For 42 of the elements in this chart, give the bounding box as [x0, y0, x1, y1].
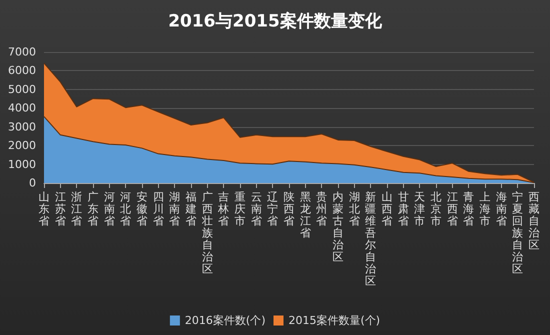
x-tick-label: 贵州省 — [316, 190, 328, 228]
x-tick-label: 辽宁省 — [267, 190, 278, 228]
x-tick-label: 陕西省 — [284, 190, 294, 228]
x-tick-label: 青海省 — [463, 190, 474, 228]
x-tick-label: 黑龙江省 — [300, 190, 311, 240]
x-tick-label: 云南省 — [250, 190, 262, 228]
x-tick-label: 福建省 — [184, 190, 196, 228]
y-tick-label: 6000 — [8, 64, 36, 78]
y-tick-label: 2000 — [8, 139, 36, 152]
chart-title: 2016与2015案件数量变化 — [168, 10, 383, 32]
x-tick-label: 上海市 — [480, 190, 490, 228]
x-tick-label: 湖北省 — [348, 190, 360, 228]
x-tick-label: 天津市 — [414, 190, 426, 228]
x-tick-label: 广东省 — [88, 190, 98, 228]
y-tick-label: 5000 — [8, 82, 36, 96]
x-tick-label: 江西省 — [446, 190, 458, 228]
y-tick-label: 1000 — [8, 158, 36, 171]
x-tick-label: 湖南省 — [169, 190, 180, 228]
x-tick-label: 西藏自治区 — [528, 190, 540, 252]
x-tick-label: 宁夏回族自治区 — [512, 190, 524, 276]
x-tick-label: 河北省 — [120, 190, 132, 228]
x-tick-label: 浙江省 — [71, 190, 82, 228]
x-tick-label: 甘肃省 — [398, 190, 409, 228]
x-tick-label: 山西省 — [382, 190, 392, 228]
x-tick-label: 内蒙古自治区 — [332, 190, 344, 264]
x-tick-label: 新疆维吾尔自治区 — [365, 190, 376, 288]
legend-label: 2015案件数量(个) — [288, 314, 380, 327]
y-tick-label: 0 — [29, 176, 36, 190]
y-tick-label: 3000 — [8, 120, 36, 134]
x-tick-label: 广西壮族自治区 — [200, 190, 213, 276]
x-tick-label: 海南省 — [496, 190, 507, 228]
x-tick-label: 河南省 — [104, 190, 115, 228]
y-tick-label: 4000 — [8, 102, 36, 115]
x-tick-label: 四川省 — [152, 190, 164, 228]
y-tick-label: 7000 — [8, 46, 36, 58]
x-tick-label: 江苏省 — [54, 190, 66, 228]
x-tick-label: 北京市 — [430, 190, 442, 228]
legend-label: 2016案件数(个) — [184, 314, 266, 327]
x-tick-label: 吉林省 — [217, 190, 230, 228]
x-tick-label: 山东省 — [38, 190, 50, 228]
x-tick-label: 重庆市 — [234, 190, 246, 228]
x-tick-label: 安徽省 — [136, 190, 148, 228]
